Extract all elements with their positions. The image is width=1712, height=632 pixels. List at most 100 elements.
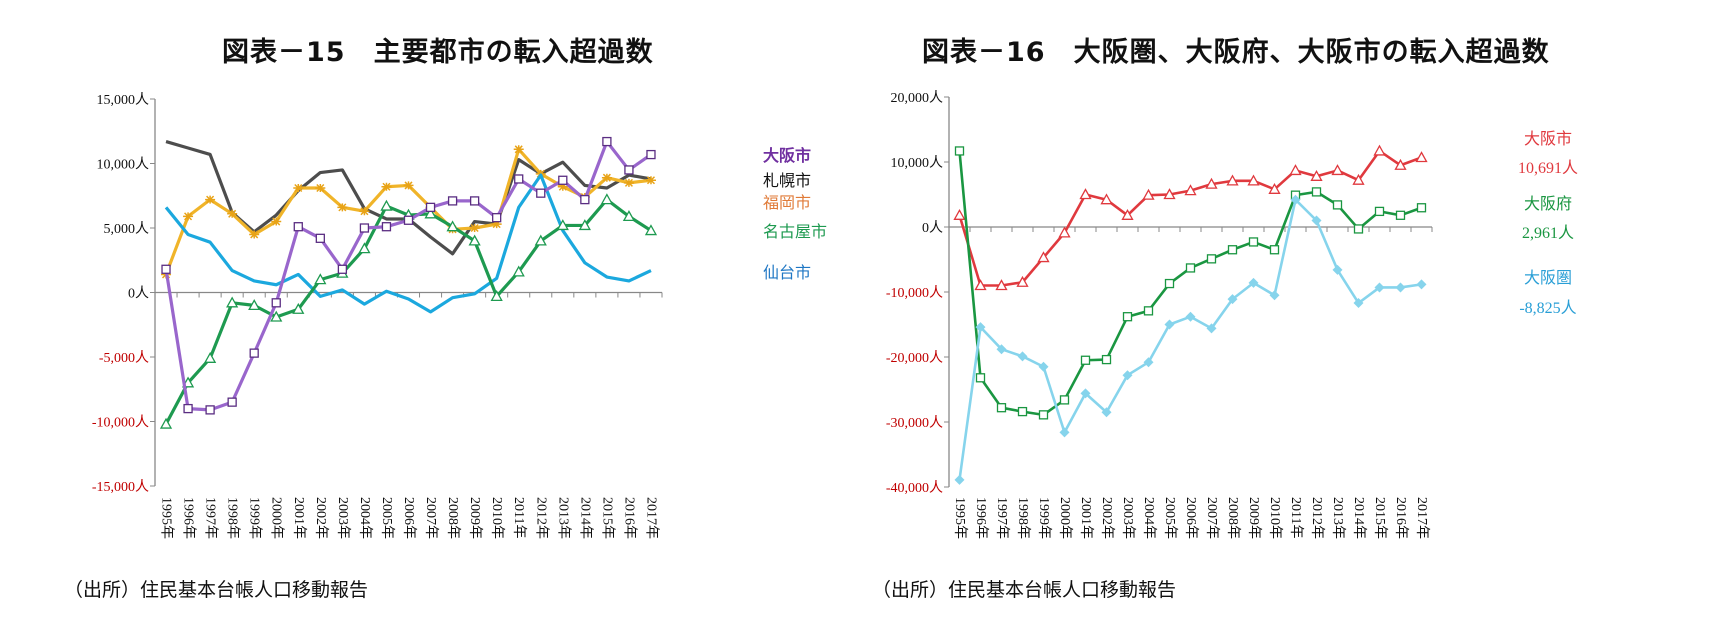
series-label: 大阪市 bbox=[1524, 129, 1572, 148]
data-point bbox=[380, 199, 393, 211]
data-point bbox=[624, 165, 634, 175]
data-point bbox=[1269, 245, 1280, 255]
data-point bbox=[557, 182, 568, 191]
data-point bbox=[226, 296, 239, 308]
x-tick-label: 2010年 bbox=[1267, 497, 1283, 539]
series-札幌市: 札幌市 bbox=[165, 140, 811, 256]
data-point bbox=[1058, 226, 1071, 238]
data-point bbox=[1037, 251, 1050, 263]
x-tick-label: 2016年 bbox=[621, 497, 637, 539]
data-point bbox=[1101, 354, 1112, 365]
data-point bbox=[1080, 355, 1091, 365]
data-point bbox=[159, 417, 173, 429]
series-label: 福岡市 bbox=[763, 193, 811, 212]
data-point bbox=[1352, 173, 1365, 185]
data-point bbox=[1017, 351, 1028, 362]
data-point bbox=[1143, 306, 1154, 316]
data-point bbox=[1415, 151, 1428, 163]
data-point bbox=[953, 208, 966, 220]
series-label: 大阪市 bbox=[763, 146, 811, 165]
data-point bbox=[1059, 395, 1070, 405]
series-label: 名古屋市 bbox=[763, 222, 827, 241]
data-point bbox=[995, 279, 1008, 291]
data-point bbox=[248, 299, 261, 311]
data-point bbox=[161, 264, 171, 274]
data-point bbox=[1332, 200, 1343, 210]
data-point bbox=[513, 145, 524, 154]
series-仙台市: 仙台市 bbox=[164, 173, 811, 314]
data-point bbox=[227, 397, 237, 407]
x-tick-label: 2000年 bbox=[1057, 497, 1073, 539]
y-tick-label: 0人 bbox=[128, 286, 149, 302]
data-point bbox=[644, 224, 658, 236]
data-point bbox=[1290, 194, 1301, 205]
data-point bbox=[1227, 294, 1238, 305]
series-label: 札幌市 bbox=[763, 171, 811, 190]
data-point bbox=[1142, 188, 1155, 200]
x-tick-label: 2006年 bbox=[1183, 497, 1199, 539]
x-tick-label: 2007年 bbox=[1204, 497, 1220, 539]
x-tick-label: 2011年 bbox=[511, 497, 527, 538]
data-point bbox=[1016, 275, 1029, 287]
data-point bbox=[1374, 206, 1385, 217]
x-tick-label: 2010年 bbox=[489, 497, 505, 539]
data-point bbox=[1079, 188, 1092, 200]
data-point bbox=[580, 194, 590, 205]
data-point bbox=[1248, 277, 1259, 288]
x-tick-label: 2016年 bbox=[1393, 497, 1409, 539]
data-point bbox=[359, 223, 370, 233]
y-tick-label: 10,000人 bbox=[97, 157, 150, 173]
data-point bbox=[205, 195, 216, 204]
chart-2: 20,000人 10,000人 0人 -10,000人 -20,000人 -30,000人… bbox=[886, 90, 1578, 539]
data-point bbox=[1122, 370, 1133, 381]
data-point bbox=[1395, 210, 1406, 220]
x-tick-label: 2005年 bbox=[379, 497, 395, 539]
data-point bbox=[424, 207, 437, 219]
x-tick-label: 2009年 bbox=[1246, 497, 1262, 539]
data-point bbox=[536, 188, 546, 198]
data-point bbox=[1185, 263, 1196, 273]
data-point bbox=[446, 220, 459, 232]
data-point bbox=[1373, 144, 1386, 156]
data-point bbox=[1227, 245, 1238, 255]
series-名古屋市: 名古屋市 bbox=[159, 193, 827, 429]
x-tick-label: 1998年 bbox=[1015, 497, 1031, 539]
data-point bbox=[556, 219, 569, 231]
data-point bbox=[490, 290, 503, 302]
data-point bbox=[974, 279, 987, 291]
data-point bbox=[1205, 177, 1218, 189]
series-label: 大阪府 bbox=[1524, 194, 1572, 213]
data-point bbox=[600, 193, 613, 205]
data-point bbox=[975, 373, 986, 383]
data-point bbox=[645, 176, 656, 185]
x-tick-label: 2007年 bbox=[423, 497, 439, 539]
end-value-label: -8,825人 bbox=[1519, 299, 1576, 317]
data-point bbox=[293, 222, 303, 232]
data-point bbox=[293, 183, 304, 193]
data-point bbox=[271, 298, 281, 308]
x-tick-label: 2005年 bbox=[1162, 497, 1178, 539]
data-point bbox=[954, 474, 965, 485]
series-福岡市: 福岡市 bbox=[161, 145, 811, 279]
x-tick-label: 2000年 bbox=[269, 497, 285, 539]
series-line bbox=[958, 198, 1422, 481]
x-tick-label: 2002年 bbox=[1099, 497, 1115, 539]
data-point bbox=[249, 348, 259, 358]
data-point bbox=[1248, 237, 1259, 247]
data-point bbox=[183, 403, 193, 414]
y-tick-label: 20,000人 bbox=[891, 90, 944, 106]
data-point bbox=[1038, 410, 1049, 420]
y-tick-label: 10,000人 bbox=[891, 155, 944, 171]
data-point bbox=[491, 220, 502, 229]
x-tick-label: 1997年 bbox=[994, 497, 1010, 539]
data-point bbox=[1394, 158, 1407, 170]
data-point bbox=[270, 310, 283, 322]
data-point bbox=[1416, 203, 1427, 213]
x-tick-label: 2008年 bbox=[445, 497, 461, 539]
data-point bbox=[403, 181, 414, 190]
y-tick-label: -30,000人 bbox=[886, 415, 943, 431]
data-point bbox=[381, 222, 392, 232]
data-point bbox=[315, 233, 325, 243]
chart-1: 15,000人 10,000人 5,000人 0人 -5,000人 -10,000人 -15… bbox=[92, 92, 827, 539]
